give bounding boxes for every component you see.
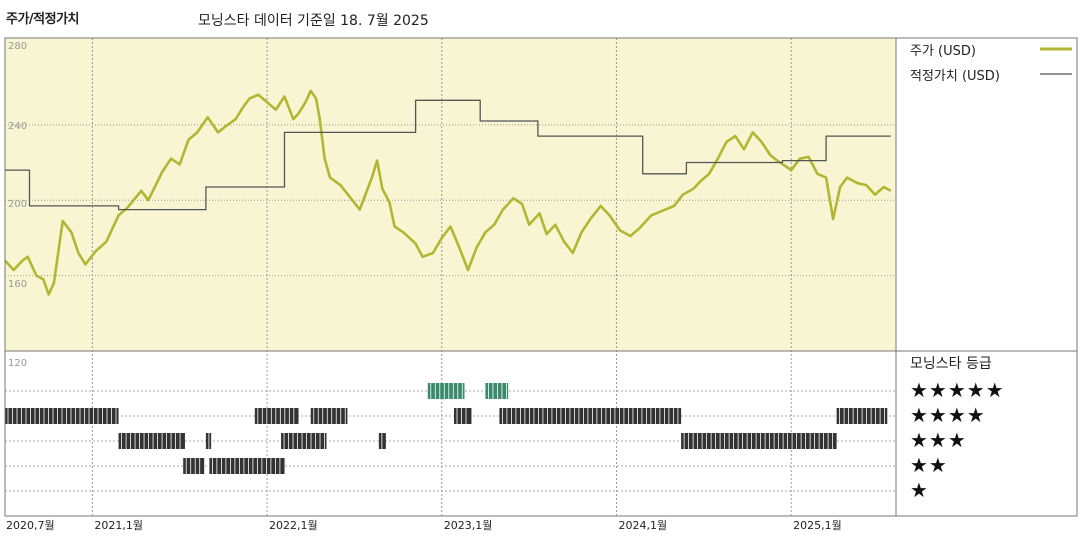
y-tick-label: 160 [8,279,27,290]
star-rating-bar [499,408,682,424]
fair-value-series-line [5,99,891,211]
star-row-3: ★★★ [910,428,967,452]
star-rating-bar [681,433,837,449]
x-tick-label: 2023,1월 [444,519,493,532]
star-rating-bar [118,433,185,449]
star-row-4: ★★★★ [910,403,986,427]
x-tick-label: 2025,1월 [793,519,842,532]
x-tick-label: 2024,1월 [618,519,667,532]
star-rating-legend-label: 모닝스타 등급 [910,356,992,372]
star-rating-bar [485,383,509,399]
star-row-5: ★★★★★ [910,378,1005,402]
star-rating-bar [183,458,205,474]
star-rating-bar [378,433,386,449]
price-series-line [4,89,892,296]
y-tick-label: 120 [8,358,27,369]
price-panel-background [5,38,896,351]
legend-fair-label: 적정가치 (USD) [910,69,1000,84]
y-tick-label: 240 [8,121,27,132]
y-tick-label: 200 [8,199,27,210]
chart-subtitle: 모닝스타 데이터 기준일 18. 7월 2025 [198,13,429,29]
chart-frame [4,37,1078,517]
star-rating-bar [453,408,472,424]
x-tick-label: 2022,1월 [269,519,318,532]
x-tick-label: 2020,7월 [6,519,55,532]
star-row-1: ★ [910,478,929,502]
star-row-2: ★★ [910,453,948,477]
star-rating-bar [254,408,299,424]
chart-title: 주가/적정가치 [6,12,80,27]
star-rating-bar [209,458,285,474]
star-rating-bar [310,408,348,424]
y-tick-label: 280 [8,41,27,52]
x-tick-label: 2021,1월 [94,519,143,532]
star-rating-bar [281,433,327,449]
legend-price-label: 주가 (USD) [910,44,976,59]
star-rating-bar [427,383,465,399]
